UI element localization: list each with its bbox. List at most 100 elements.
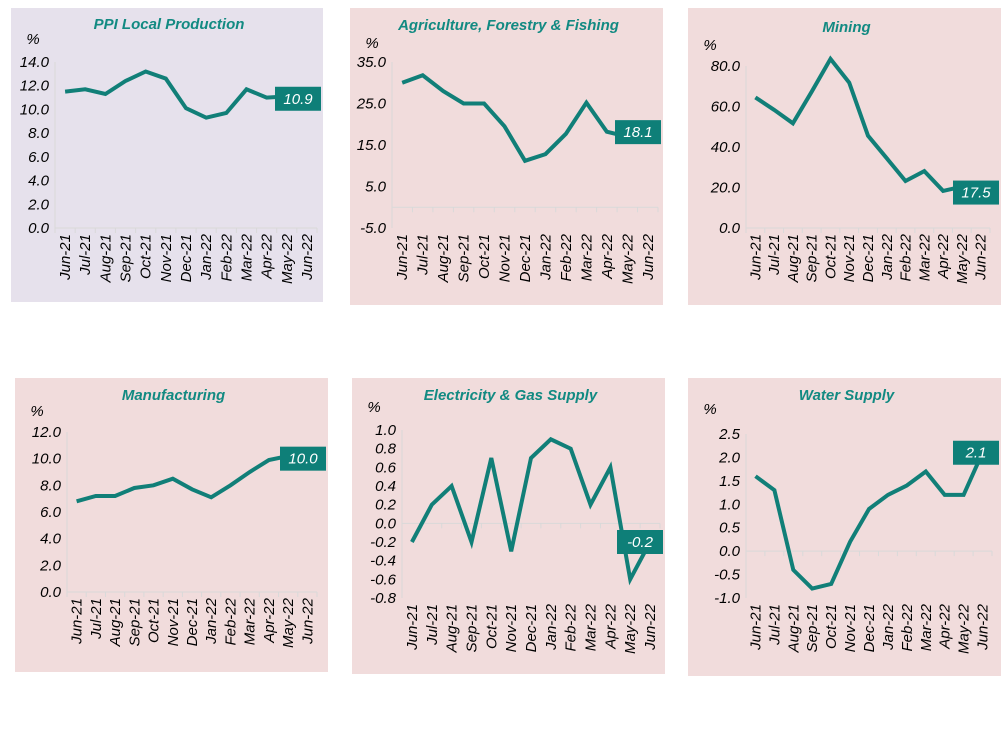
y-tick-label: 80.0 [711,58,741,75]
x-tick-label: Nov-21 [158,234,175,282]
x-tick-label: Jun-21 [747,604,764,651]
x-tick-label: Jun-22 [975,603,992,651]
y-tick-label: 8.0 [40,477,62,494]
x-tick-label: Sep-21 [118,234,135,282]
chart-background [688,378,1001,676]
chart-background [352,378,665,674]
y-tick-label: 10.0 [32,451,62,468]
x-tick-label: Aug-21 [97,234,114,283]
chart-panel-agriculture: Agriculture, Forestry & Fishing% 35.0 25.0… [350,8,663,305]
y-tick-label: -0.5 [714,567,741,584]
x-tick-label: Apr-22 [937,603,954,649]
chart-title: Mining [822,19,870,36]
x-tick-label: Oct-21 [822,234,839,279]
y-tick-label: 2.0 [718,449,741,466]
x-tick-label: Mar-22 [578,233,595,281]
x-tick-label: Feb-22 [898,233,915,281]
y-tick-label: 2.5 [718,426,741,443]
x-tick-label: Nov-21 [842,604,859,652]
chart-svg: PPI Local Production% 14.0 12.0 10.0 8.0 6.0 4… [11,8,323,302]
x-tick-label: May-22 [619,233,636,284]
x-tick-label: Apr-22 [599,233,616,279]
x-tick-label: Sep-21 [126,598,143,646]
x-tick-label: Jun-21 [57,234,74,281]
last-value-label-box [617,530,663,554]
y-tick-label: 60.0 [711,99,741,116]
y-tick-label: 1.0 [719,496,741,513]
x-tick-label: Apr-22 [935,233,952,279]
chart-background [11,8,323,302]
x-tick-label: Oct-21 [476,234,493,279]
chart-svg: Electricity & Gas Supply% 1.0 0.80.6 0.4 0.2… [352,378,665,674]
y-tick-label: -1.0 [714,590,741,607]
x-tick-label: Jul-21 [424,604,441,646]
y-axis-unit-label: % [26,31,39,48]
chart-panel-mining: Mining% 80.0 60.0 40.0 20.0 0.0 Jun-21 Jul-21 Au… [688,8,1001,305]
y-tick-label: 12.0 [32,424,62,441]
last-value-label-box [953,440,999,465]
y-axis-unit-label: % [703,37,716,54]
chart-svg: Mining% 80.0 60.0 40.0 20.0 0.0 Jun-21 Jul-21 Au… [688,8,1001,305]
y-tick-label: 10.0 [20,101,50,118]
y-tick-label: 1.0 [375,422,397,439]
y-tick-label: 0.8 [375,441,397,458]
last-value-label: 10.9 [283,91,313,108]
x-tick-label: May-22 [956,603,973,654]
chart-background [350,8,663,305]
x-tick-label: Jan-22 [543,603,560,651]
x-tick-label: Sep-21 [463,604,480,652]
x-tick-label: Jun-21 [394,234,411,281]
chart-panel-manufacturing: Manufacturing% 12.0 10.0 8.0 6.0 4.0 2.0 0.0 Jun… [15,378,328,672]
x-tick-label: Jun-22 [640,233,657,281]
x-tick-label: Jun-21 [69,598,86,645]
y-tick-label: 0.5 [719,520,741,537]
last-value-label-box [953,180,999,205]
x-tick-label: May-22 [279,233,296,284]
y-tick-label: 14.0 [20,54,50,71]
last-value-label-box [615,120,661,145]
x-tick-label: Dec-21 [860,234,877,282]
x-tick-label: Nov-21 [503,604,520,652]
last-value-label: 18.1 [623,124,652,141]
x-tick-label: Mar-22 [238,233,255,281]
y-tick-label: -5.0 [360,220,387,237]
x-tick-label: Apr-22 [261,597,278,643]
chart-title: Electricity & Gas Supply [424,387,598,404]
chart-svg: Water Supply%2.5 2.0 1.5 1.0 0.5 0.0 -0.5 -1.0 J… [688,378,1001,676]
x-tick-label: Jul-21 [415,234,432,276]
y-tick-label: 25.0 [356,96,387,113]
x-tick-label: Jan-22 [203,597,220,645]
x-tick-label: Jun-22 [973,233,990,281]
last-value-label-box [280,446,326,471]
y-tick-label: 20.0 [710,180,741,197]
last-value-label: 10.0 [288,451,318,468]
chart-svg: Manufacturing% 12.0 10.0 8.0 6.0 4.0 2.0 0.0 Jun… [15,378,328,672]
x-tick-label: Mar-22 [583,603,600,651]
y-axis-unit-label: % [30,403,43,420]
y-tick-label: 6.0 [40,504,62,521]
y-tick-label: 0.6 [375,459,397,476]
x-tick-label: Nov-21 [841,234,858,282]
chart-title: Agriculture, Forestry & Fishing [397,17,619,34]
x-tick-label: Jun-21 [747,234,764,281]
x-tick-label: Oct-21 [146,598,163,643]
y-tick-label: 40.0 [711,139,741,156]
x-tick-label: Mar-22 [242,597,259,645]
y-tick-label: 5.0 [365,179,387,196]
x-tick-label: Jan-22 [198,233,215,281]
last-value-label: 17.5 [961,185,991,202]
x-tick-label: May-22 [280,597,297,648]
chart-background [688,8,1001,305]
x-tick-label: Feb-22 [899,603,916,651]
x-tick-label: May-22 [954,233,971,284]
y-tick-label: 4.0 [28,173,50,190]
y-tick-label: 4.0 [40,531,62,548]
x-tick-label: Nov-21 [497,234,514,282]
last-value-label: 2.1 [965,445,987,462]
y-tick-label: 8.0 [28,125,50,142]
x-tick-label: Sep-21 [804,604,821,652]
y-tick-label: 0.0 [28,220,50,237]
y-tick-label: 15.0 [357,137,387,154]
chart-title: Manufacturing [122,387,225,404]
chart-panel-electricity-gas: Electricity & Gas Supply% 1.0 0.8 0.6 0.4 0.2… [352,378,665,674]
